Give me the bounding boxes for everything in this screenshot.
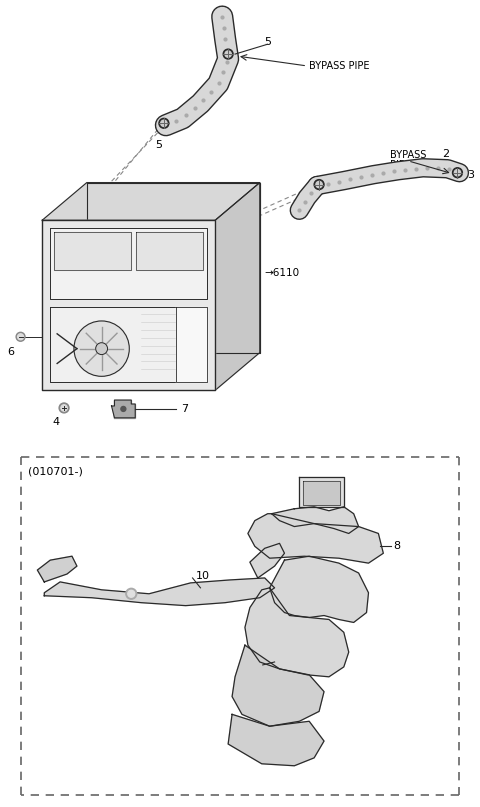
Text: 6: 6 bbox=[7, 347, 14, 357]
Circle shape bbox=[128, 590, 135, 597]
Text: 2: 2 bbox=[442, 148, 449, 159]
Circle shape bbox=[59, 403, 69, 413]
Polygon shape bbox=[54, 232, 131, 270]
Polygon shape bbox=[232, 645, 324, 726]
Circle shape bbox=[453, 168, 462, 178]
Polygon shape bbox=[87, 182, 260, 353]
Circle shape bbox=[454, 169, 461, 176]
Text: BYPASS: BYPASS bbox=[390, 150, 427, 160]
Polygon shape bbox=[303, 481, 340, 505]
Text: 9: 9 bbox=[264, 660, 272, 670]
Text: 4: 4 bbox=[53, 416, 60, 427]
Circle shape bbox=[161, 120, 167, 127]
Circle shape bbox=[316, 182, 322, 188]
Polygon shape bbox=[248, 514, 384, 563]
Circle shape bbox=[126, 588, 137, 600]
Polygon shape bbox=[50, 228, 207, 299]
Circle shape bbox=[16, 332, 25, 341]
Polygon shape bbox=[245, 587, 349, 677]
Text: 10: 10 bbox=[195, 571, 210, 581]
Polygon shape bbox=[176, 307, 207, 383]
Circle shape bbox=[18, 334, 24, 340]
Text: →6110: →6110 bbox=[264, 268, 300, 278]
Circle shape bbox=[159, 119, 169, 128]
Circle shape bbox=[61, 405, 67, 411]
Polygon shape bbox=[50, 307, 207, 383]
Text: 3: 3 bbox=[468, 169, 474, 180]
Text: 1: 1 bbox=[219, 11, 226, 22]
Polygon shape bbox=[272, 507, 359, 533]
Text: 5: 5 bbox=[264, 37, 271, 48]
Text: 8: 8 bbox=[393, 541, 400, 551]
Polygon shape bbox=[111, 400, 135, 418]
Polygon shape bbox=[300, 477, 344, 507]
Circle shape bbox=[96, 343, 108, 354]
Polygon shape bbox=[270, 556, 369, 622]
Text: 3: 3 bbox=[304, 198, 311, 207]
Polygon shape bbox=[250, 543, 285, 578]
Text: 7: 7 bbox=[180, 404, 188, 414]
Polygon shape bbox=[42, 182, 260, 220]
Text: 5: 5 bbox=[156, 140, 162, 150]
Polygon shape bbox=[216, 182, 260, 390]
Polygon shape bbox=[44, 578, 275, 605]
Text: PIPE: PIPE bbox=[390, 160, 411, 169]
Circle shape bbox=[314, 180, 324, 190]
Polygon shape bbox=[42, 220, 216, 390]
Polygon shape bbox=[37, 556, 77, 582]
Circle shape bbox=[223, 49, 233, 59]
Polygon shape bbox=[228, 714, 324, 766]
Text: BYPASS PIPE: BYPASS PIPE bbox=[309, 61, 370, 71]
Text: (010701-): (010701-) bbox=[28, 466, 84, 476]
Circle shape bbox=[225, 51, 231, 57]
Polygon shape bbox=[136, 232, 204, 270]
Circle shape bbox=[121, 407, 126, 412]
Circle shape bbox=[74, 321, 129, 376]
